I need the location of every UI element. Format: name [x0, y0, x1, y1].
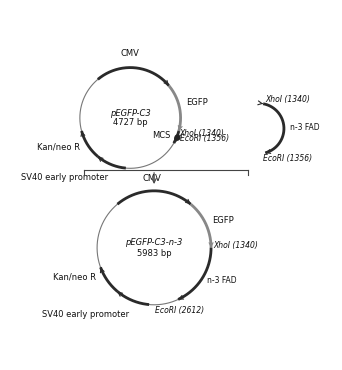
- Text: n-3 FAD: n-3 FAD: [207, 276, 237, 285]
- Text: CMV: CMV: [142, 174, 161, 183]
- Text: SV40 early promoter: SV40 early promoter: [21, 173, 108, 182]
- Text: MCS: MCS: [152, 131, 170, 140]
- Text: 5983 bp: 5983 bp: [137, 249, 171, 258]
- Text: EcoRI (1356): EcoRI (1356): [180, 134, 229, 144]
- Text: CMV: CMV: [121, 49, 140, 58]
- Text: EGFP: EGFP: [212, 216, 234, 225]
- Text: Kan/neo R: Kan/neo R: [37, 142, 80, 152]
- Text: EcoRI (1356): EcoRI (1356): [263, 154, 312, 163]
- Text: n-3 FAD: n-3 FAD: [290, 123, 320, 132]
- Text: pEGFP-C3-n-3: pEGFP-C3-n-3: [126, 238, 183, 247]
- Text: pEGFP-C3: pEGFP-C3: [110, 109, 150, 118]
- Text: XhoI (1340): XhoI (1340): [214, 241, 259, 250]
- Text: SV40 early promoter: SV40 early promoter: [42, 310, 129, 319]
- Text: XhoI (1340): XhoI (1340): [266, 95, 311, 104]
- Text: 4727 bp: 4727 bp: [113, 118, 147, 127]
- Text: EGFP: EGFP: [186, 98, 208, 107]
- Text: Kan/neo R: Kan/neo R: [53, 273, 96, 282]
- Text: XhoI (1340): XhoI (1340): [180, 129, 224, 138]
- Text: EcoRI (2612): EcoRI (2612): [155, 306, 204, 315]
